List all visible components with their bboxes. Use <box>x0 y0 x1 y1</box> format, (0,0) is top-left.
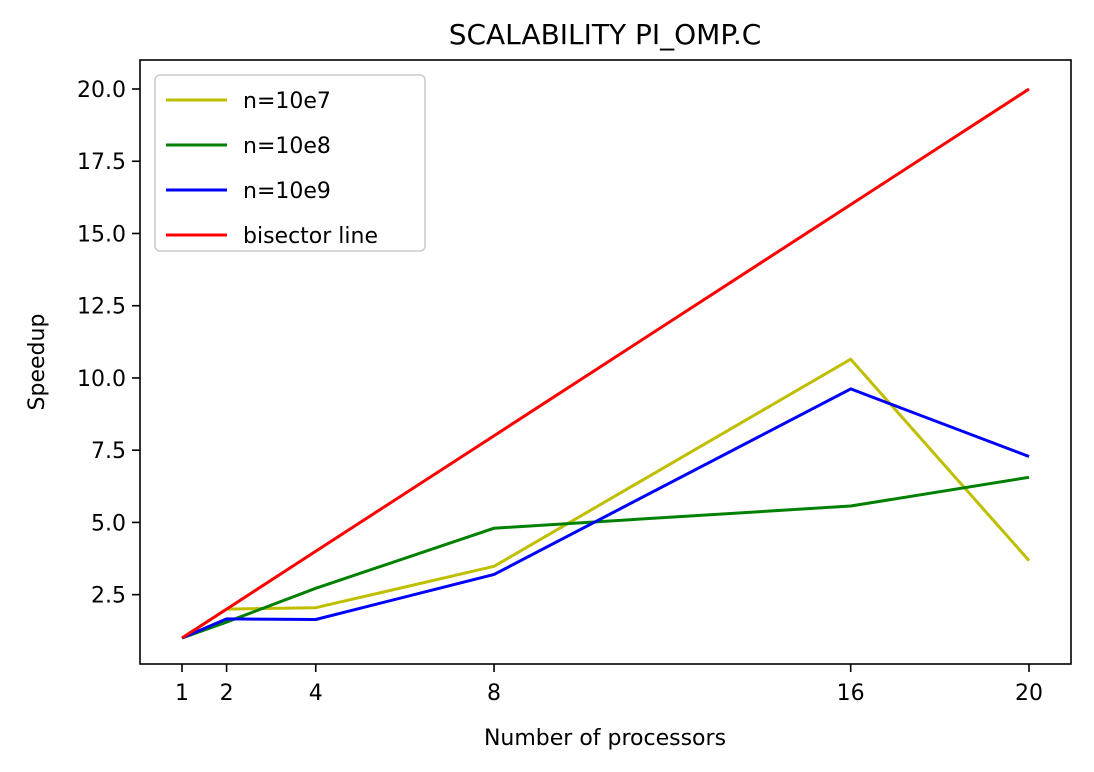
x-tick-label: 16 <box>837 681 865 706</box>
legend-label-1: n=10e7 <box>243 89 331 114</box>
legend-box <box>154 74 426 252</box>
series-line-3 <box>181 387 1030 640</box>
y-tick-label: 2.5 <box>91 584 126 609</box>
x-axis-label: Number of processors <box>484 726 726 751</box>
x-tick-label: 20 <box>1015 681 1043 706</box>
x-tick-label: 2 <box>220 681 234 706</box>
legend-label-2: n=10e8 <box>243 134 331 159</box>
y-tick-label: 7.5 <box>91 439 126 464</box>
y-tick-label: 5.0 <box>91 511 126 536</box>
y-tick-label: 17.5 <box>77 150 126 175</box>
x-tick-label: 8 <box>487 681 501 706</box>
x-tick-label: 4 <box>309 681 323 706</box>
y-tick-label: 15.0 <box>77 222 126 247</box>
plot-area-frame <box>139 59 1072 665</box>
y-tick-label: 20.0 <box>77 78 126 103</box>
y-axis-ticks: 2.5 5.0 7.5 10.0 12.5 15.0 17.5 20.0 <box>77 78 140 609</box>
series-lines <box>181 87 1031 640</box>
x-tick-label: 1 <box>175 681 189 706</box>
chart-title: SCALABILITY PI_OMP.C <box>449 18 762 51</box>
x-axis-ticks: 1 2 4 8 16 20 <box>175 664 1043 706</box>
y-tick-label: 10.0 <box>77 367 126 392</box>
y-tick-label: 12.5 <box>77 295 126 320</box>
y-axis-label: Speedup <box>25 314 50 411</box>
legend: n=10e7 n=10e8 n=10e9 bisector line <box>154 74 426 252</box>
legend-label-3: n=10e9 <box>243 179 331 204</box>
series-line-2 <box>181 475 1030 640</box>
series-line-4 <box>181 87 1030 640</box>
legend-label-4: bisector line <box>243 224 378 249</box>
